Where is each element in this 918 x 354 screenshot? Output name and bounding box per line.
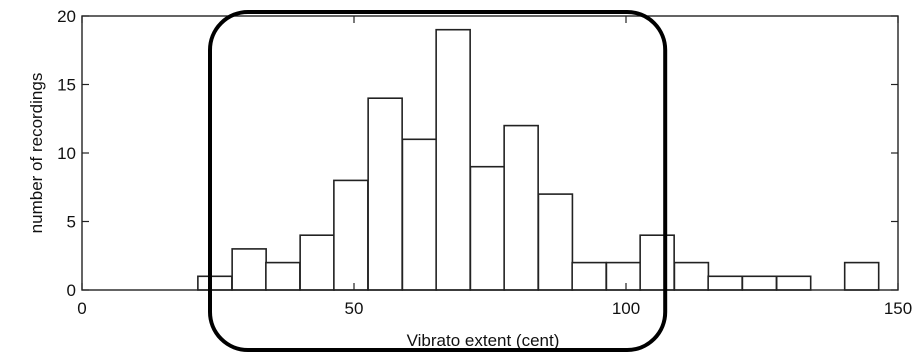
x-tick-label-0: 0 [77,299,86,318]
histogram-bar-7 [435,28,471,291]
histogram-bar-15 [707,275,743,291]
y-axis-label: number of recordings [27,73,46,234]
y-tick-label-5: 5 [67,213,76,232]
y-tick-label-0: 0 [67,281,76,300]
histogram-bar-17 [775,275,812,291]
x-tick-label-50: 50 [345,299,364,318]
histogram-bars [197,28,880,291]
y-tick-label-15: 15 [57,76,76,95]
x-tick-label-100: 100 [612,299,640,318]
histogram-bar-14 [673,261,710,291]
histogram-bar-9 [503,124,539,291]
histogram-bar-4 [333,179,369,291]
histogram-bar-16 [741,275,778,291]
histogram-bar-12 [605,261,642,291]
x-tick-labels: 0 50 100 150 [77,299,912,318]
histogram-bar-3 [299,234,335,291]
highlight-rounded-box [208,10,668,352]
axis-ticks [81,15,899,291]
x-axis-label: Vibrato extent (cent) [407,331,560,350]
x-tick-label-150: 150 [884,299,912,318]
histogram-bar-0 [197,275,233,291]
histogram-bar-11 [571,261,607,291]
histogram-bar-1 [231,248,267,291]
histogram-bar-8 [469,165,506,291]
histogram-bar-18 [843,261,880,291]
y-tick-labels: 0 5 10 15 20 [57,7,76,300]
histogram-bar-13 [639,234,675,291]
histogram-bar-5 [367,97,403,291]
histogram-bar-2 [265,261,301,291]
histogram-bar-10 [537,193,574,291]
y-tick-label-10: 10 [57,144,76,163]
y-tick-label-20: 20 [57,7,76,26]
histogram-bar-6 [401,138,438,291]
